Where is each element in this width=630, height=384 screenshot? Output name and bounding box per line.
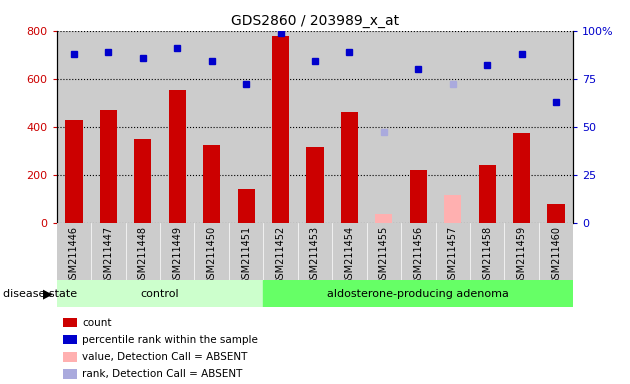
Text: GSM211446: GSM211446	[69, 225, 79, 285]
Bar	[298, 223, 332, 280]
Bar	[195, 223, 229, 280]
Text: GSM211460: GSM211460	[551, 225, 561, 285]
Text: disease state: disease state	[3, 289, 77, 299]
Bar	[229, 31, 263, 223]
Bar	[513, 133, 530, 223]
Text: value, Detection Call = ABSENT: value, Detection Call = ABSENT	[82, 352, 247, 362]
Bar	[332, 31, 367, 223]
Text: GSM211457: GSM211457	[448, 225, 458, 285]
Bar	[134, 139, 151, 223]
Bar	[263, 223, 298, 280]
Text: GSM211456: GSM211456	[413, 225, 423, 285]
Bar	[367, 223, 401, 280]
Bar	[505, 31, 539, 223]
Bar	[479, 165, 496, 223]
Bar	[367, 31, 401, 223]
Text: control: control	[140, 289, 180, 299]
Bar	[238, 189, 255, 223]
Title: GDS2860 / 203989_x_at: GDS2860 / 203989_x_at	[231, 14, 399, 28]
Text: GSM211454: GSM211454	[345, 225, 355, 285]
Bar	[539, 223, 573, 280]
Bar	[195, 31, 229, 223]
Bar	[57, 31, 91, 223]
Bar	[272, 36, 289, 223]
Text: rank, Detection Call = ABSENT: rank, Detection Call = ABSENT	[82, 369, 243, 379]
Bar	[91, 223, 125, 280]
Text: GSM211448: GSM211448	[138, 225, 148, 285]
Bar	[100, 110, 117, 223]
Bar	[263, 31, 298, 223]
Bar	[66, 119, 83, 223]
Bar	[401, 223, 435, 280]
Bar	[57, 223, 91, 280]
Bar	[375, 214, 392, 223]
Bar	[57, 280, 263, 307]
Text: GSM211447: GSM211447	[103, 225, 113, 285]
Bar	[505, 223, 539, 280]
Bar	[470, 223, 505, 280]
Text: GSM211455: GSM211455	[379, 225, 389, 285]
Bar	[332, 223, 367, 280]
Text: percentile rank within the sample: percentile rank within the sample	[82, 335, 258, 345]
Bar	[160, 223, 195, 280]
Text: GSM211449: GSM211449	[172, 225, 182, 285]
Text: GSM211459: GSM211459	[517, 225, 527, 285]
Bar	[229, 223, 263, 280]
Text: ▶: ▶	[43, 287, 52, 300]
Bar	[263, 280, 573, 307]
Bar	[125, 31, 160, 223]
Text: GSM211453: GSM211453	[310, 225, 320, 285]
Text: aldosterone-producing adenoma: aldosterone-producing adenoma	[328, 289, 509, 299]
Bar	[341, 113, 358, 223]
Bar	[470, 31, 505, 223]
Bar	[169, 89, 186, 223]
Bar	[125, 223, 160, 280]
Bar	[435, 31, 470, 223]
Text: GSM211452: GSM211452	[275, 225, 285, 285]
Bar	[401, 31, 435, 223]
Text: count: count	[82, 318, 112, 328]
Text: GSM211458: GSM211458	[482, 225, 492, 285]
Bar	[435, 223, 470, 280]
Bar	[539, 31, 573, 223]
Bar	[203, 145, 220, 223]
Text: GSM211450: GSM211450	[207, 225, 217, 285]
Bar	[160, 31, 195, 223]
Bar	[444, 195, 461, 223]
Bar	[91, 31, 125, 223]
Bar	[298, 31, 332, 223]
Text: GSM211451: GSM211451	[241, 225, 251, 285]
Bar	[306, 147, 324, 223]
Bar	[410, 170, 427, 223]
Bar	[547, 204, 564, 223]
